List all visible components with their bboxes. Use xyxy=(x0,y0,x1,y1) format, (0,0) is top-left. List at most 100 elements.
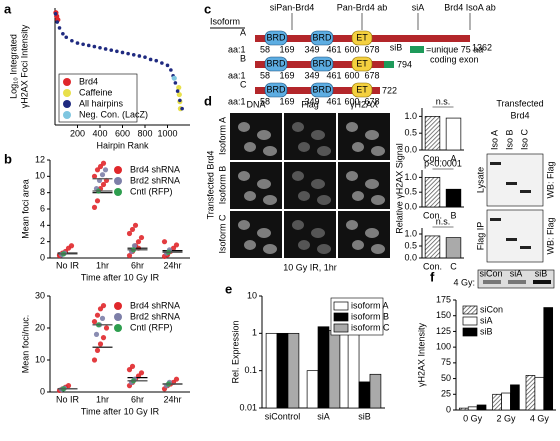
column-label: Flag xyxy=(301,99,319,109)
bar xyxy=(287,332,300,409)
lane-label: Iso A xyxy=(489,130,499,150)
position: 169 xyxy=(279,96,294,106)
annotation: siA xyxy=(412,2,425,12)
row-label: A xyxy=(240,27,246,37)
brd-domain xyxy=(310,30,334,46)
heading: Isoform xyxy=(210,16,240,26)
x-tick-label: 400 xyxy=(92,128,107,138)
point xyxy=(126,230,133,237)
x-tick-label: 2 Gy xyxy=(496,413,516,423)
y-tick-label: 175 xyxy=(436,294,451,304)
y-tick-label: 10 xyxy=(247,290,257,300)
point xyxy=(65,383,72,389)
y-tick-label: 1.0 xyxy=(404,228,417,238)
point xyxy=(91,319,98,325)
y-axis-label: Log₁₀ Integrated xyxy=(8,34,18,99)
caption: 10 Gy IR, 1hr xyxy=(283,262,337,272)
point xyxy=(91,173,98,179)
legend-label: siB xyxy=(480,326,493,336)
y-tick-label: 100 xyxy=(436,342,451,352)
point xyxy=(138,234,145,241)
blot-title: Transfected xyxy=(496,98,543,108)
nucleus xyxy=(371,195,385,205)
nucleus xyxy=(257,228,271,238)
nucleus xyxy=(311,130,325,140)
point xyxy=(99,315,106,321)
bar xyxy=(525,375,536,411)
point xyxy=(68,243,75,249)
point xyxy=(100,335,107,341)
panel-label: e xyxy=(225,281,232,296)
annotation: n.s. xyxy=(436,216,451,226)
x-tick-label: 6hr xyxy=(131,260,144,270)
brd-domain xyxy=(310,82,334,98)
position: 58 xyxy=(260,70,270,80)
nucleus xyxy=(365,228,379,238)
legend-swatch xyxy=(114,302,122,310)
legend-swatch xyxy=(114,313,122,321)
point xyxy=(94,198,101,204)
annotation: Pan-Brd4 ab xyxy=(337,2,388,12)
point xyxy=(171,75,177,81)
bar xyxy=(328,330,341,409)
probe-label: WB: Flag xyxy=(545,217,555,254)
length: 794 xyxy=(397,59,412,69)
nucleus xyxy=(365,179,379,189)
nucleus xyxy=(257,130,271,140)
nucleus xyxy=(292,171,304,181)
nucleus xyxy=(292,220,304,230)
brd-domain xyxy=(264,82,288,98)
annotation: Brd4 IsoA ab xyxy=(444,2,496,12)
x-tick-label: Con. xyxy=(423,210,442,220)
inset-lane: siCon xyxy=(479,268,502,278)
point xyxy=(143,55,147,59)
x-tick-label: 800 xyxy=(137,128,152,138)
point xyxy=(165,63,170,68)
point xyxy=(57,26,62,30)
x-tick-label: Con. xyxy=(423,261,442,271)
point xyxy=(173,81,178,85)
position: 678 xyxy=(364,70,379,80)
legend-label: Brd4 shRNA xyxy=(130,164,180,174)
x-tick-label: B xyxy=(450,210,456,220)
x-tick-label: C xyxy=(450,261,457,271)
y-tick-label: 150 xyxy=(436,310,451,320)
point xyxy=(148,57,153,62)
bar xyxy=(501,392,511,411)
legend-swatch xyxy=(63,89,71,97)
annotation: siB xyxy=(390,42,403,52)
point xyxy=(92,44,97,49)
x-axis-label: Time after 10 Gy IR xyxy=(81,272,160,282)
nucleus xyxy=(346,171,358,181)
band xyxy=(490,218,501,221)
legend-swatch xyxy=(114,188,122,196)
et-domain xyxy=(351,82,373,98)
y-tick-label: 125 xyxy=(436,326,451,336)
legend-label: Brd2 shRNA xyxy=(130,311,180,321)
band xyxy=(520,246,531,249)
point xyxy=(91,357,98,363)
legend-label: All hairpins xyxy=(79,98,124,108)
legend-swatch xyxy=(63,111,71,119)
domain-label: ET xyxy=(356,32,368,42)
band xyxy=(506,182,517,185)
point xyxy=(100,160,107,166)
y-axis-label: Mean foci area xyxy=(20,179,30,239)
nucleus xyxy=(346,220,358,230)
point xyxy=(100,181,107,188)
nucleus xyxy=(317,244,331,254)
blot xyxy=(486,153,544,207)
y-tick-label: 0.0 xyxy=(404,201,417,211)
lane-label: Iso B xyxy=(504,129,514,150)
nucleus xyxy=(298,142,310,152)
probe-label: WB: Flag xyxy=(545,161,555,198)
nucleus xyxy=(238,171,250,181)
nucleus xyxy=(317,195,331,205)
point xyxy=(109,48,114,52)
nucleus xyxy=(311,228,325,238)
brd-domain xyxy=(264,30,288,46)
point xyxy=(132,222,139,228)
nucleus xyxy=(244,191,256,201)
bar xyxy=(458,407,469,411)
